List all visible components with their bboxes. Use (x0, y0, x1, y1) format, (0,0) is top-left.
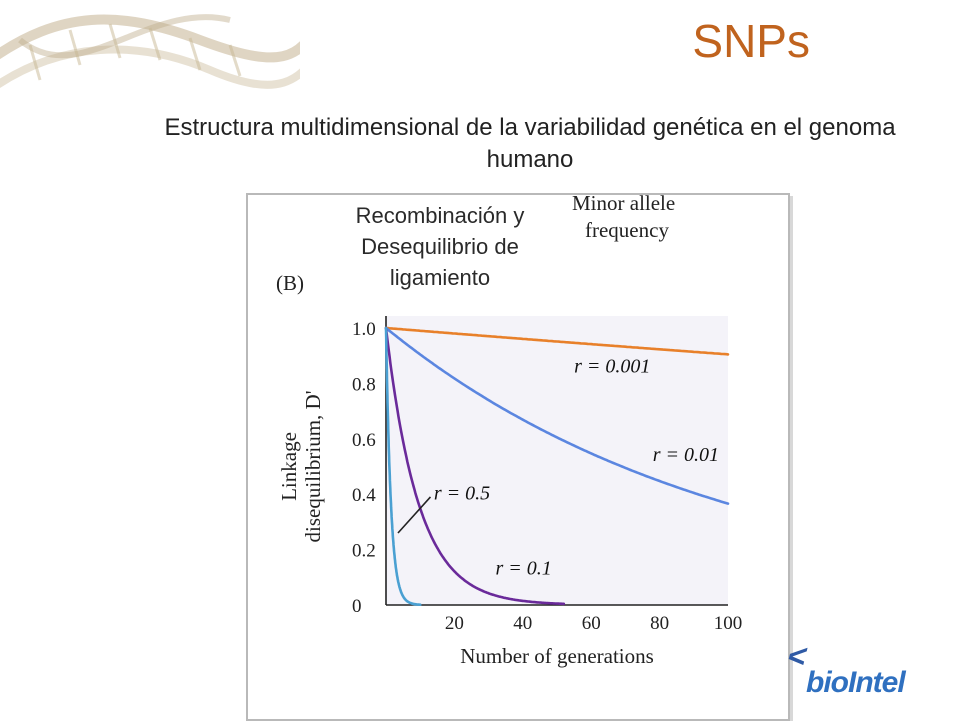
y-tick-label: 0.4 (352, 485, 376, 506)
slide-subtitle: Estructura multidimensional de la variab… (164, 114, 896, 173)
series-label: r = 0.1 (495, 558, 551, 580)
biointel-logo: < bioIntel (776, 636, 946, 702)
series-label: r = 0.5 (434, 483, 490, 505)
logo-text: bioIntel (806, 666, 906, 699)
series-line (384, 326, 422, 606)
x-tick-label: 100 (714, 613, 743, 634)
x-tick-label: 40 (513, 613, 532, 634)
y-axis-title-line1: Linkage (277, 432, 301, 501)
y-tick-label: 0.6 (352, 430, 376, 451)
y-tick-label: 0.2 (352, 541, 376, 562)
series-pointer-line (397, 496, 432, 534)
series-line (384, 326, 730, 505)
y-tick-label: 0.8 (352, 374, 376, 395)
series-label: r = 0.001 (574, 355, 650, 377)
y-axis-title-line2: disequilibrium, D' (301, 391, 325, 543)
dna-helix-decoration (0, 14, 300, 89)
x-axis-title: Number of generations (460, 644, 654, 668)
header-note-line1: Minor allele (572, 191, 675, 215)
header-note-line2: frequency (585, 218, 669, 242)
logo-wordmark: bioIntel (806, 666, 906, 700)
y-tick-label: 0 (352, 596, 362, 617)
series-line (384, 326, 566, 606)
y-tick-label: 1.0 (352, 319, 376, 340)
slide-title: SNPs (692, 15, 810, 67)
x-tick-label: 80 (650, 613, 669, 634)
panel-label: (B) (276, 271, 304, 295)
series-label: r = 0.01 (653, 444, 719, 466)
x-tick-label: 20 (445, 613, 464, 634)
ld-decay-chart: 0 0.2 0.4 0.6 0.8 1.0 20 40 60 80 100 r = 0.001 r = … (276, 191, 743, 668)
series-line (384, 326, 730, 356)
x-tick-label: 60 (582, 613, 601, 634)
recombination-callout: Recombinación y Desequilibrio de ligamie… (355, 203, 525, 290)
